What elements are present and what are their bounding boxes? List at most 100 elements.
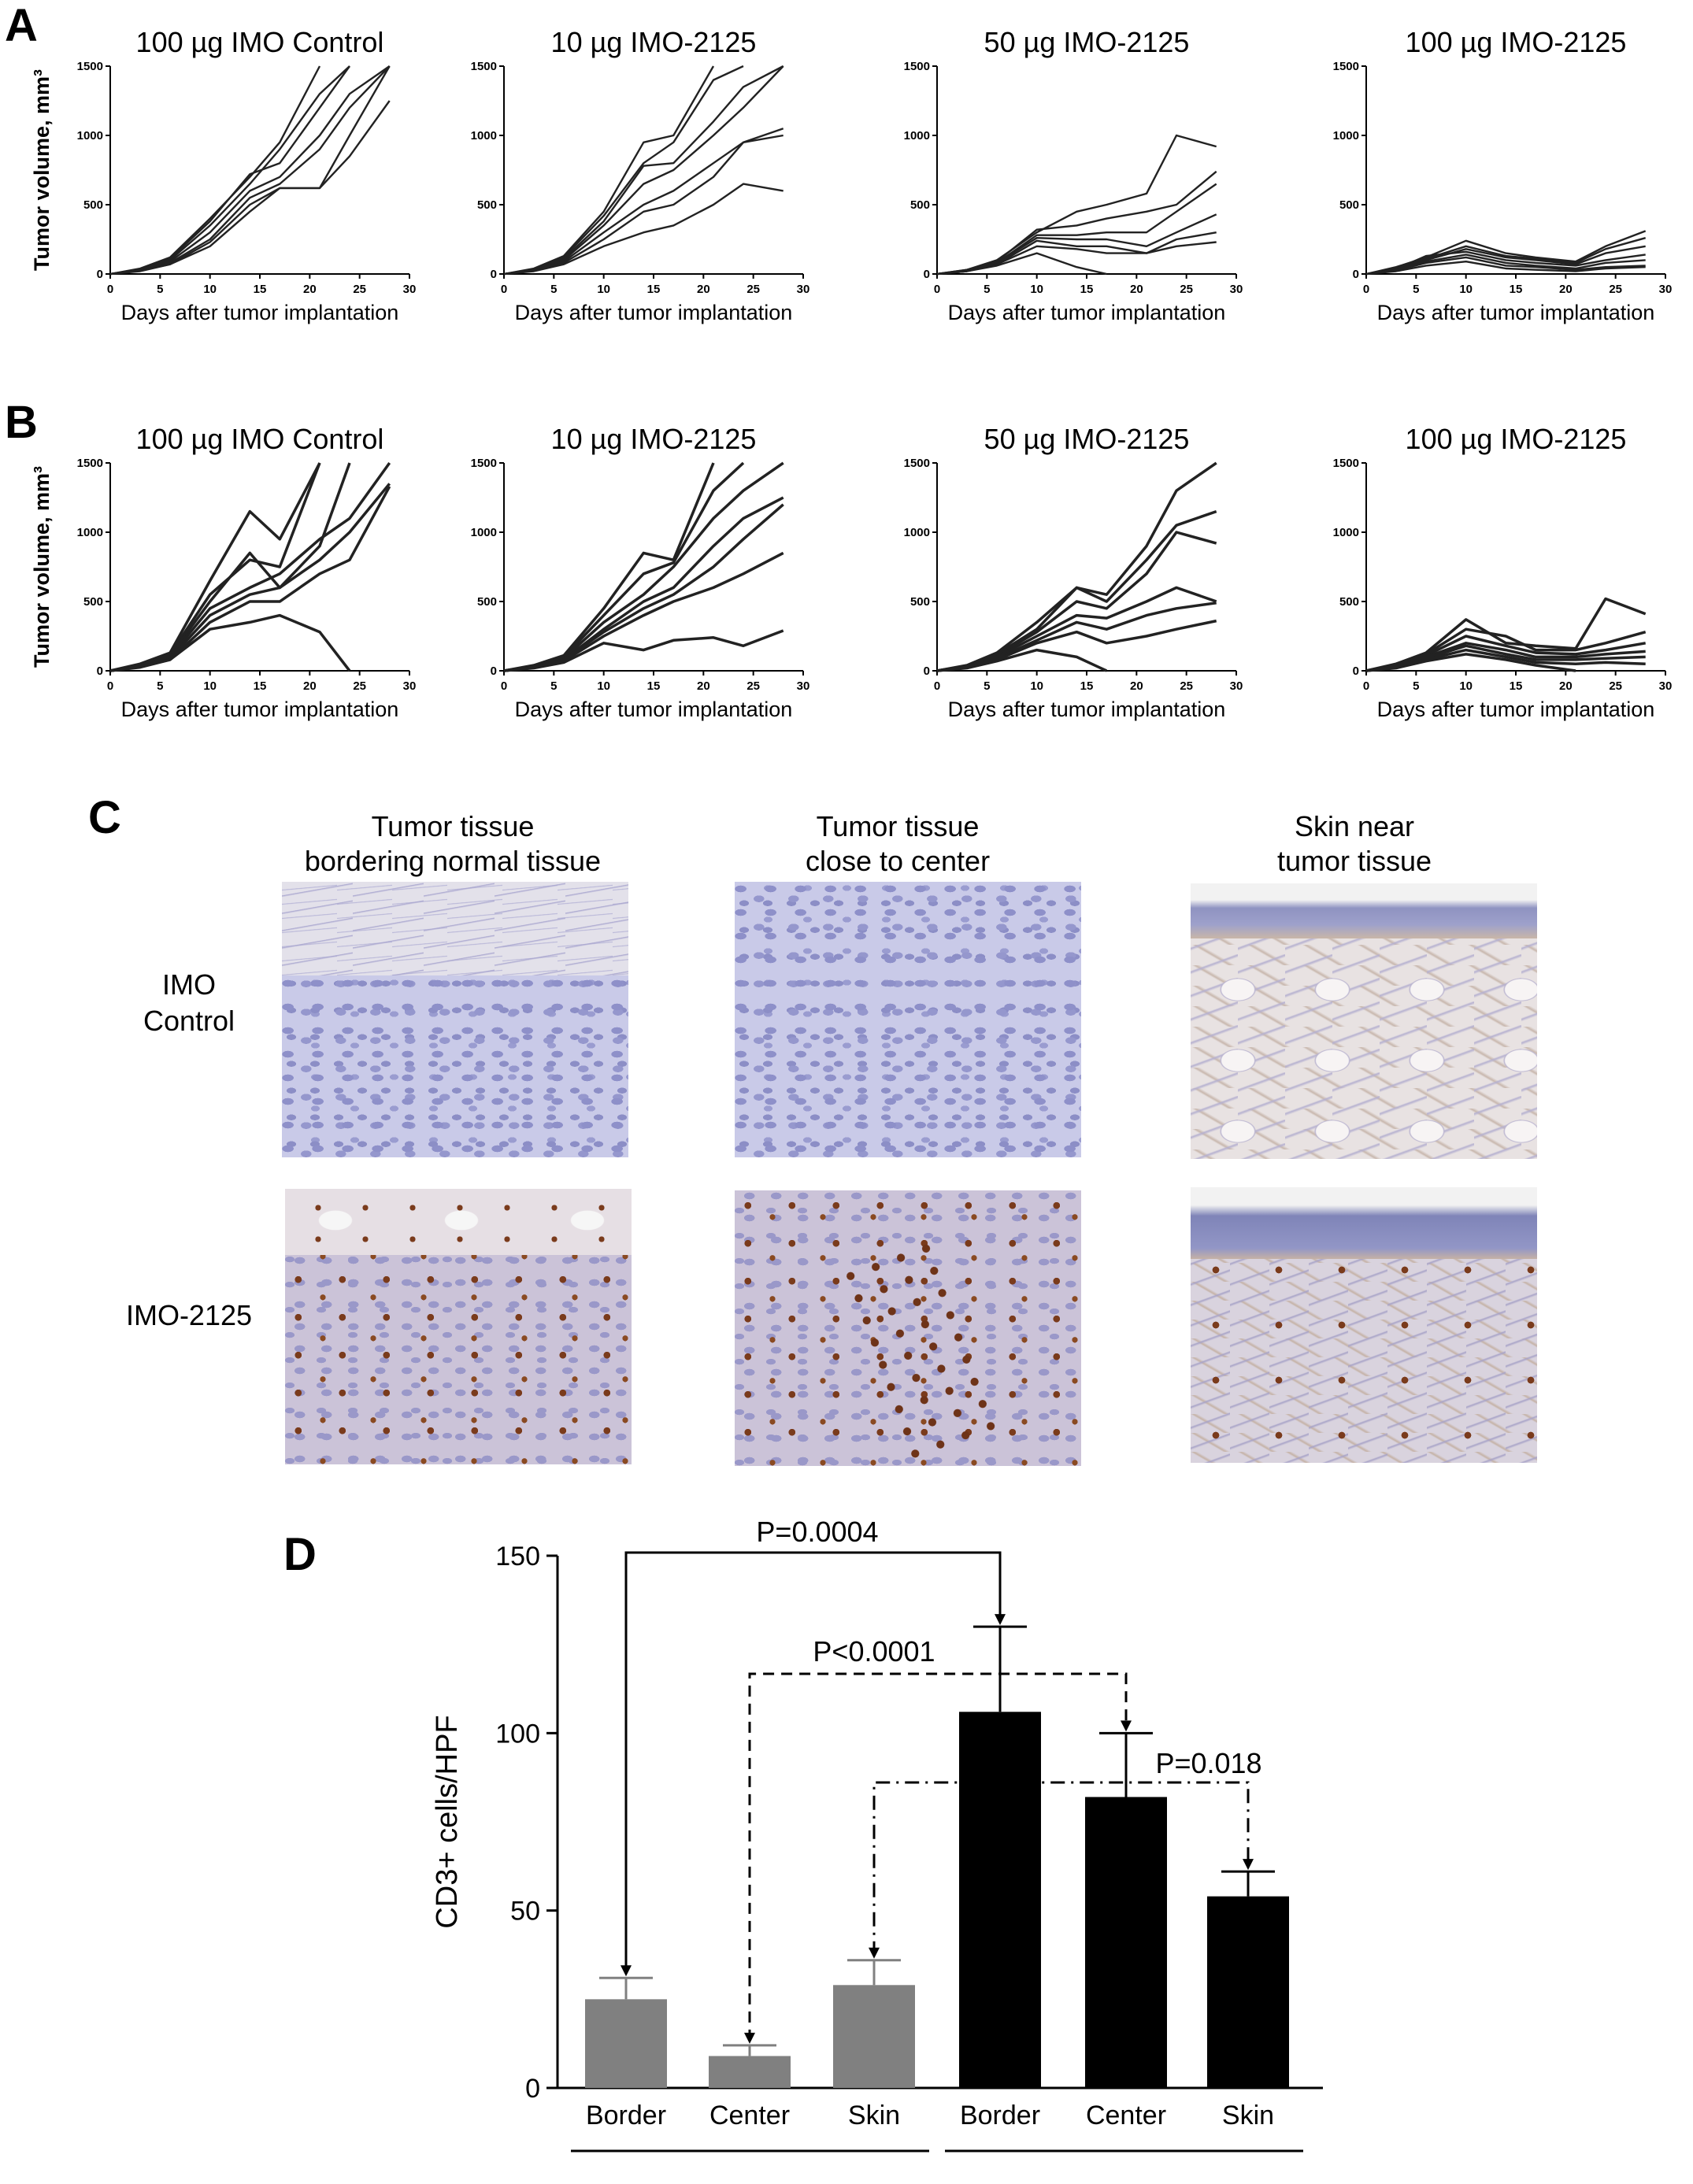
- series-line-3: [109, 462, 351, 672]
- x-tick-label: 25: [1180, 679, 1193, 693]
- arrow-head: [1121, 1720, 1132, 1732]
- series-line-6: [503, 551, 784, 672]
- micrograph-imo-skin: [1191, 1187, 1537, 1463]
- x-tick-label: 0: [1363, 283, 1369, 296]
- category-label: Center: [1086, 2101, 1166, 2130]
- line-chart-a-2: 10 µg IMO-2125 0 500 1000 1500 0 5 10 15 20 25 30 Da…: [471, 26, 810, 324]
- line-chart-a-1: 100 µg IMO Control 0 500 1000 1500 0 5 10 15 20 25…: [30, 26, 416, 324]
- series-line-7: [503, 629, 784, 672]
- y-tick-label: 0: [924, 664, 930, 678]
- y-tick-label: 1000: [904, 526, 930, 539]
- series-line-3: [503, 461, 784, 672]
- comparison-line-3: [872, 1781, 1250, 1956]
- series-line-2: [109, 65, 350, 276]
- x-tick-label: 30: [1659, 679, 1673, 693]
- x-tick-label: 25: [353, 679, 366, 693]
- x-tick-label: 15: [254, 679, 267, 693]
- series-line-6: [936, 619, 1217, 672]
- y-tick-label: 1000: [471, 526, 497, 539]
- x-tick-label: 15: [1510, 283, 1523, 296]
- column-title-skin: Skin near tumor tissue: [1276, 810, 1432, 877]
- series-line-5: [503, 128, 784, 276]
- x-tick-label: 10: [1030, 679, 1043, 693]
- y-tick-label: 0: [491, 268, 497, 281]
- x-tick-label: 5: [1413, 283, 1419, 296]
- panel-label-d: D: [283, 1529, 317, 1580]
- chart-title: 100 µg IMO-2125: [1406, 26, 1627, 58]
- y-tick-label: 1000: [77, 129, 103, 143]
- micrograph-imo-center: [735, 1190, 1081, 1466]
- micrograph-imo-border: [285, 1189, 632, 1464]
- category-label: Border: [960, 2101, 1040, 2130]
- series-line-7: [503, 183, 784, 276]
- p-value-label-3: P=0.018: [1155, 1747, 1261, 1779]
- series-line-2: [503, 65, 744, 276]
- y-tick-label: 1500: [471, 60, 497, 73]
- x-tick-label: 20: [303, 283, 317, 296]
- series-line-7: [109, 100, 391, 276]
- y-tick-label: 0: [97, 664, 103, 678]
- y-tick-label: 100: [495, 1719, 540, 1749]
- y-tick-label: 1000: [471, 129, 497, 143]
- x-tick-label: 25: [353, 283, 366, 296]
- series-line-7: [936, 648, 1108, 672]
- x-tick-label: 0: [1363, 679, 1369, 693]
- p-value-label-1: P=0.0004: [756, 1520, 878, 1548]
- comparison-line-2: [748, 1672, 1128, 2041]
- x-tick-label: 20: [1130, 679, 1143, 693]
- bar-2: [709, 2056, 791, 2088]
- arrow-head: [995, 1614, 1006, 1626]
- y-tick-label: 500: [910, 198, 930, 212]
- x-tick-label: 30: [403, 283, 417, 296]
- x-tick-label: 25: [746, 283, 760, 296]
- x-tick-label: 15: [1080, 679, 1094, 693]
- arrow-head: [744, 2032, 755, 2044]
- series-line-4: [503, 65, 784, 276]
- x-tick-label: 25: [1180, 283, 1193, 296]
- x-axis-label: Days after tumor implantation: [1377, 698, 1655, 721]
- x-tick-label: 10: [597, 679, 610, 693]
- x-axis-label: Days after tumor implantation: [515, 698, 793, 721]
- y-tick-label: 1000: [904, 129, 930, 143]
- series-line-4: [109, 461, 391, 672]
- column-title-border: Tumor tissue bordering normal tissue: [304, 810, 602, 877]
- y-tick-label: 1500: [77, 60, 103, 73]
- x-tick-label: 25: [746, 679, 760, 693]
- x-axis-label: Days after tumor implantation: [515, 301, 793, 324]
- bar-4: [959, 1712, 1041, 2088]
- y-tick-label: 0: [525, 2074, 540, 2104]
- chart-title: 100 µg IMO Control: [136, 26, 384, 58]
- comparison-line-1: [624, 1551, 1002, 1974]
- y-tick-label: 0: [491, 664, 497, 678]
- x-tick-label: 5: [984, 679, 990, 693]
- series-line-2: [936, 170, 1217, 276]
- x-tick-label: 25: [1609, 283, 1622, 296]
- series-line-7: [109, 613, 351, 672]
- micrograph-control-skin: [1191, 883, 1537, 1159]
- x-tick-label: 30: [403, 679, 417, 693]
- x-tick-label: 0: [934, 283, 940, 296]
- bar-chart-body: 0 50 100 150 CD3+ cells/HPF Border Center Skin B…: [431, 1520, 1323, 2165]
- y-tick-label: 500: [477, 595, 497, 609]
- x-axis-label: Days after tumor implantation: [121, 301, 399, 324]
- line-chart-b-4: 100 µg IMO-2125 0 500 1000 1500 0 5 10 15 20 25 30 D…: [1333, 423, 1673, 721]
- series-line-1: [936, 461, 1217, 672]
- y-tick-label: 500: [1339, 198, 1359, 212]
- x-tick-label: 15: [1510, 679, 1523, 693]
- series-line-7: [936, 252, 1107, 276]
- y-tick-label: 500: [1339, 595, 1359, 609]
- series-line-3: [936, 531, 1217, 672]
- bar-5: [1085, 1797, 1167, 2088]
- line-chart-a-4: 100 µg IMO-2125 0 500 1000 1500 0 5 10 15 20 25 30 D…: [1333, 26, 1673, 324]
- x-tick-label: 10: [1459, 283, 1473, 296]
- micrograph-control-border: [282, 882, 628, 1157]
- series-line-3: [503, 65, 784, 276]
- bar-6: [1207, 1896, 1289, 2088]
- micrograph-control-center: [735, 882, 1081, 1157]
- x-tick-label: 20: [1559, 679, 1573, 693]
- category-label: Border: [586, 2101, 666, 2130]
- series-line-7: [1365, 261, 1646, 276]
- line-chart-a-3: 50 µg IMO-2125 0 500 1000 1500 0 5 10 15 20 25 30 Da…: [904, 26, 1243, 324]
- panel-label-c: C: [88, 792, 121, 843]
